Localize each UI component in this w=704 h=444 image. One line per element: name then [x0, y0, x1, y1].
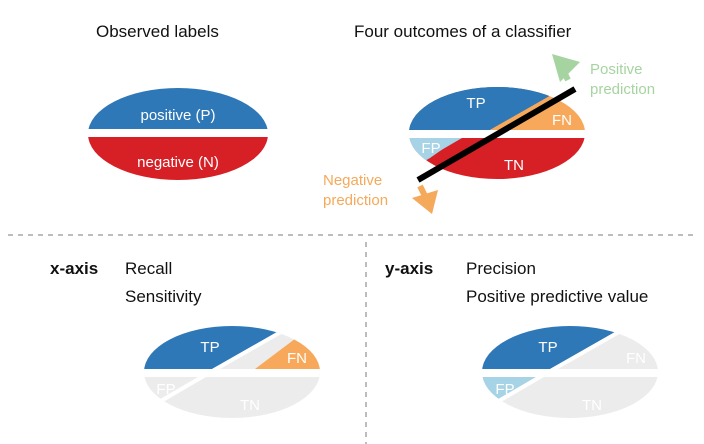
precision-tp-label: TP	[538, 339, 557, 356]
negative-arrow-head	[412, 190, 438, 214]
classifier-fp-label: FP	[421, 140, 440, 157]
classifier-fn-label: FN	[552, 112, 572, 129]
y-axis-key: y-axis	[385, 259, 434, 278]
positive-prediction-label: Positive prediction	[590, 60, 655, 100]
observed-labels-title: Observed labels	[96, 22, 219, 41]
tn-region	[409, 138, 585, 179]
x-axis-key: x-axis	[50, 259, 99, 278]
x-axis-term-sensitivity: Sensitivity	[125, 287, 202, 306]
recall-bottom-gap	[150, 377, 206, 405]
observed-positive-label: positive (P)	[140, 107, 215, 124]
recall-ellipse	[144, 326, 320, 418]
y-axis-term-ppv: Positive predictive value	[466, 287, 649, 306]
four-outcomes-title: Four outcomes of a classifier	[354, 22, 572, 41]
observed-labels-ellipse: positive (P) negative (N)	[88, 88, 268, 180]
x-axis-term-recall: Recall	[125, 259, 173, 278]
classifier-tn-label: TN	[504, 157, 524, 174]
negative-prediction-line1: Negative	[323, 172, 383, 189]
positive-prediction-line2: prediction	[590, 81, 656, 98]
recall-tp-label: TP	[200, 339, 219, 356]
positive-arrow-head	[552, 54, 580, 82]
y-axis-term-precision: Precision	[466, 259, 536, 278]
classifier-tp-label: TP	[466, 95, 485, 112]
positive-prediction-line1: Positive	[590, 61, 643, 78]
recall-midline-gap	[144, 369, 320, 377]
recall-fn-label: FN	[287, 350, 307, 367]
observed-negative-label: negative (N)	[137, 154, 219, 171]
recall-tn-label: TN	[240, 397, 260, 414]
negative-prediction-label: Negative prediction	[323, 171, 388, 211]
negative-prediction-line2: prediction	[323, 192, 389, 209]
precision-ellipse	[482, 326, 658, 418]
precision-fn-label: FN	[626, 350, 646, 367]
classifier-boundary-line	[416, 86, 577, 183]
precision-tn-label: TN	[582, 397, 602, 414]
precision-fp-label: FP	[495, 381, 514, 398]
recall-fp-label: FP	[156, 381, 175, 398]
tp-region-overlay	[409, 87, 570, 130]
precision-bottom-gap	[488, 377, 544, 405]
observed-negative-shape	[88, 137, 268, 180]
precision-midline-gap	[482, 369, 658, 377]
observed-positive-shape	[88, 88, 268, 129]
